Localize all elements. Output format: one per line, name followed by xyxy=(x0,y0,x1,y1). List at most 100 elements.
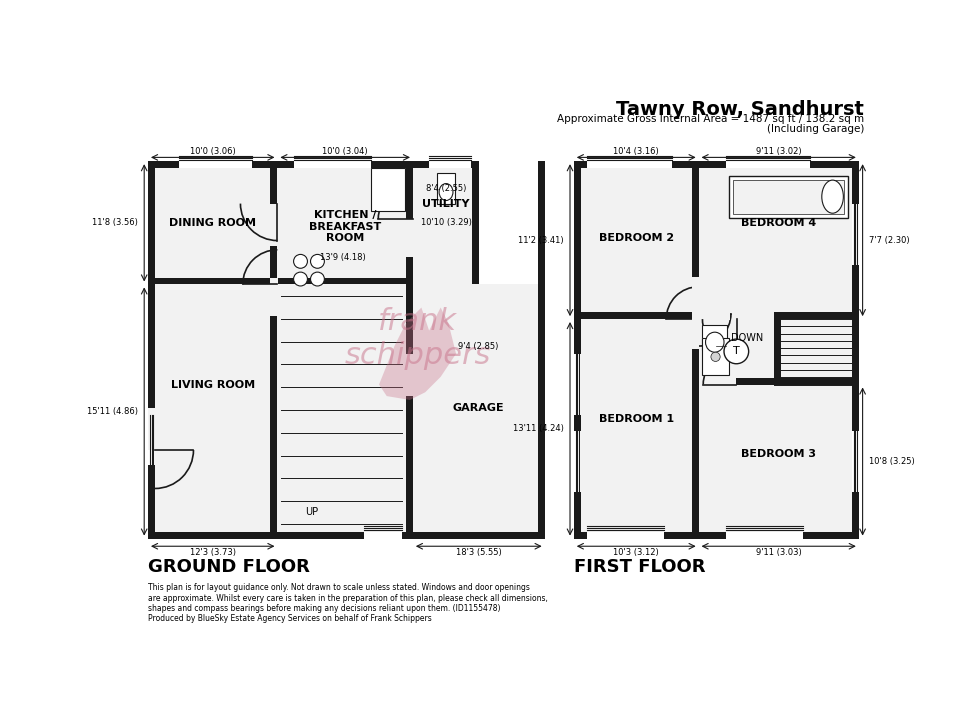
Circle shape xyxy=(311,254,324,268)
Text: 9'11 (3.02): 9'11 (3.02) xyxy=(756,147,802,156)
Bar xyxy=(699,319,852,385)
Bar xyxy=(692,277,700,314)
Bar xyxy=(725,531,803,538)
Text: 13'9 (4.18): 13'9 (4.18) xyxy=(320,253,366,262)
Bar xyxy=(774,319,781,385)
Bar xyxy=(277,284,406,531)
Bar xyxy=(692,312,730,320)
Text: Approximate Gross Internal Area = 1487 sq ft / 138.2 sq m: Approximate Gross Internal Area = 1487 s… xyxy=(557,114,864,124)
Bar xyxy=(574,161,581,538)
Bar xyxy=(581,319,699,531)
Bar xyxy=(406,161,413,538)
Bar xyxy=(429,161,471,168)
Text: 11'2 (3.41): 11'2 (3.41) xyxy=(518,236,564,245)
Text: 12'3 (3.73): 12'3 (3.73) xyxy=(190,548,236,557)
Text: (Including Garage): (Including Garage) xyxy=(766,124,864,134)
Text: BREAKFAST: BREAKFAST xyxy=(309,222,381,232)
Bar xyxy=(733,180,844,214)
Bar xyxy=(406,219,414,258)
Text: 10'4 (3.16): 10'4 (3.16) xyxy=(613,147,660,156)
Bar xyxy=(852,431,858,492)
Bar xyxy=(703,338,729,376)
Bar xyxy=(413,531,545,538)
Text: 11'8 (3.56): 11'8 (3.56) xyxy=(92,218,138,227)
Text: KITCHEN /: KITCHEN / xyxy=(314,210,376,220)
Text: BEDROOM 4: BEDROOM 4 xyxy=(741,218,816,228)
Bar xyxy=(699,385,852,531)
Bar xyxy=(370,168,406,211)
Circle shape xyxy=(724,339,749,364)
Bar xyxy=(729,176,848,218)
Circle shape xyxy=(311,272,324,286)
Circle shape xyxy=(294,254,308,268)
Text: 7'7 (2.30): 7'7 (2.30) xyxy=(869,236,909,245)
Text: 10'8 (3.25): 10'8 (3.25) xyxy=(869,457,914,466)
Bar xyxy=(574,354,581,416)
Bar xyxy=(155,284,277,531)
Text: ROOM: ROOM xyxy=(326,233,365,243)
Circle shape xyxy=(710,352,720,362)
Polygon shape xyxy=(379,307,456,400)
Bar xyxy=(774,312,858,319)
Ellipse shape xyxy=(822,180,844,213)
Text: 15'11 (4.86): 15'11 (4.86) xyxy=(87,407,138,416)
Bar xyxy=(437,173,456,204)
Bar xyxy=(574,431,581,492)
Text: 10'10 (3.29): 10'10 (3.29) xyxy=(420,218,471,227)
Bar xyxy=(270,204,278,246)
Text: DINING ROOM: DINING ROOM xyxy=(170,218,256,228)
Text: DOWN: DOWN xyxy=(731,333,763,343)
Bar xyxy=(729,176,848,218)
Text: This plan is for layout guidance only. Not drawn to scale unless stated. Windows: This plan is for layout guidance only. N… xyxy=(148,583,548,623)
Bar xyxy=(179,161,252,168)
Circle shape xyxy=(294,272,308,286)
Text: BEDROOM 1: BEDROOM 1 xyxy=(599,414,674,424)
Bar xyxy=(270,161,277,538)
Text: frank
schippers: frank schippers xyxy=(344,307,491,370)
Bar xyxy=(574,161,858,168)
Text: 10'0 (3.06): 10'0 (3.06) xyxy=(190,147,235,156)
Bar xyxy=(370,168,406,211)
Bar xyxy=(852,161,858,538)
Ellipse shape xyxy=(439,183,453,201)
Text: 10'0 (3.04): 10'0 (3.04) xyxy=(322,147,368,156)
Text: FIRST FLOOR: FIRST FLOOR xyxy=(574,558,706,576)
Bar xyxy=(294,161,371,168)
Text: BEDROOM 3: BEDROOM 3 xyxy=(741,449,816,459)
Bar xyxy=(148,531,277,538)
Bar xyxy=(725,161,810,168)
Text: 10'3 (3.12): 10'3 (3.12) xyxy=(613,548,660,557)
Bar xyxy=(703,338,729,376)
Bar xyxy=(587,161,671,168)
Ellipse shape xyxy=(706,332,724,352)
Text: 9'4 (2.85): 9'4 (2.85) xyxy=(459,342,499,350)
Bar xyxy=(148,277,277,284)
Text: 13'11 (4.24): 13'11 (4.24) xyxy=(513,424,563,433)
Bar xyxy=(364,531,402,538)
Bar xyxy=(413,168,472,284)
Bar xyxy=(277,277,413,284)
Bar xyxy=(270,277,278,316)
Text: GROUND FLOOR: GROUND FLOOR xyxy=(148,558,310,576)
Text: 18'3 (5.55): 18'3 (5.55) xyxy=(456,548,502,557)
Bar xyxy=(437,173,456,204)
Bar xyxy=(413,161,479,168)
Text: Tawny Row, Sandhurst: Tawny Row, Sandhurst xyxy=(616,100,864,119)
Bar xyxy=(148,416,155,465)
Bar xyxy=(148,408,156,450)
Text: LIVING ROOM: LIVING ROOM xyxy=(171,380,255,390)
Bar xyxy=(148,161,155,538)
Bar xyxy=(581,168,699,319)
Text: GARAGE: GARAGE xyxy=(453,403,504,413)
Bar xyxy=(703,325,727,350)
Bar xyxy=(692,312,729,320)
Bar xyxy=(852,204,858,265)
Bar xyxy=(587,531,664,538)
Bar xyxy=(413,284,538,531)
Bar xyxy=(733,180,844,214)
Bar xyxy=(703,325,727,350)
Bar xyxy=(406,354,414,396)
Bar xyxy=(148,161,277,168)
Bar xyxy=(692,161,699,538)
Bar xyxy=(574,531,858,538)
